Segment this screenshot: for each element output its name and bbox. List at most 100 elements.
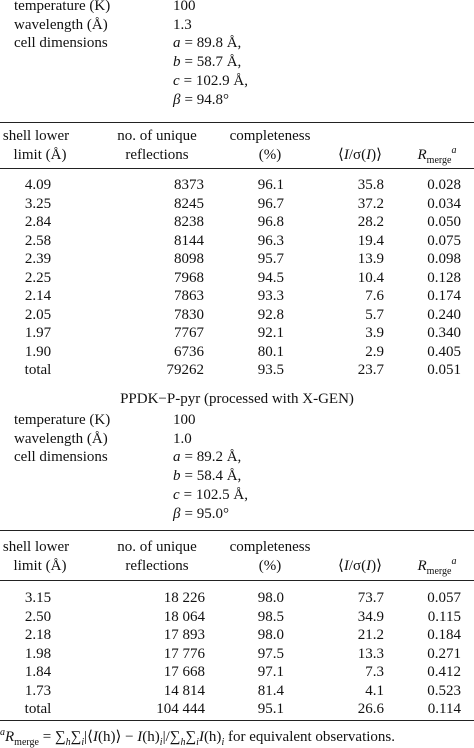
- cell: 98.5: [257, 608, 284, 625]
- cell: 7863: [174, 288, 204, 304]
- cell: 79262: [166, 362, 205, 378]
- footnote-part: ∑: [70, 729, 82, 745]
- cell: 93.5: [257, 362, 284, 378]
- cell: 18 226: [163, 590, 205, 606]
- cell: 0.115: [427, 608, 461, 625]
- cell: 0.174: [427, 288, 461, 304]
- footnote-part: I: [198, 729, 204, 745]
- header-part: a: [451, 556, 457, 567]
- field-value: 1.3: [173, 16, 192, 33]
- header-part: )⟩: [371, 558, 382, 574]
- header: ⟨I/σ(I)⟩: [338, 557, 382, 575]
- header-part: ⟨: [338, 558, 344, 574]
- header-part: I: [343, 558, 349, 574]
- footnote-part: R: [5, 729, 15, 745]
- cell: 13.9: [357, 251, 384, 267]
- cell-dimension: a = 89.8 Å,: [173, 34, 241, 52]
- cell: 8238: [174, 214, 204, 230]
- cell: 7830: [174, 306, 204, 323]
- cell: 3.9: [365, 325, 384, 341]
- cell: 95.7: [257, 251, 284, 267]
- header-part: I: [343, 147, 349, 163]
- cell: 28.2: [357, 214, 384, 230]
- cell-dimension: β = 94.8°: [173, 91, 229, 109]
- header-part: )⟩: [371, 147, 382, 163]
- cell: 17 776: [163, 645, 205, 662]
- cell: 13.3: [357, 645, 384, 662]
- cell: total: [24, 701, 52, 717]
- cell: 1.98: [24, 645, 52, 662]
- value: = 58.4 Å,: [184, 468, 242, 485]
- header-part: R: [417, 147, 427, 163]
- cell: 5.7: [365, 306, 384, 323]
- field-label: temperature (K): [14, 412, 111, 428]
- cell: 23.7: [357, 362, 384, 378]
- value: = 95.0°: [184, 505, 229, 522]
- cell: 98.0: [257, 590, 284, 606]
- footnote-part: a: [0, 727, 5, 738]
- rule: [0, 122, 474, 123]
- cell: 2.58: [24, 232, 52, 249]
- symbol: b: [173, 54, 181, 71]
- cell: 17 893: [163, 627, 205, 643]
- header: (%): [258, 147, 282, 163]
- symbol: c: [173, 486, 180, 503]
- rule: [0, 720, 474, 721]
- cell: 2.25: [24, 269, 52, 286]
- value: = 89.2 Å,: [184, 449, 242, 466]
- cell: 0.240: [427, 306, 461, 323]
- cell: 97.5: [257, 645, 284, 662]
- cell: 7968: [174, 269, 204, 286]
- footnote: aRmerge = ∑h∑i|⟨I(h)⟩ − I(h)i|/∑h∑iI(h)i…: [0, 727, 396, 748]
- footnote-part: I: [137, 729, 143, 745]
- cell: 2.14: [24, 288, 52, 304]
- header: (%): [258, 558, 282, 574]
- footnote-part: for equivalent observations.: [224, 729, 396, 745]
- header: completeness: [229, 128, 311, 144]
- cell: 2.84: [24, 214, 52, 230]
- footnote-part: |/∑: [162, 729, 181, 745]
- header: limit (Å): [13, 558, 67, 574]
- cell: 1.97: [24, 325, 52, 341]
- cell: 2.39: [24, 251, 52, 267]
- footnote-part: i: [196, 737, 199, 748]
- value: = 89.8 Å,: [184, 35, 242, 52]
- header: shell lower: [2, 128, 70, 144]
- cell: 14 814: [163, 682, 205, 699]
- symbol: a: [173, 449, 181, 466]
- value: = 102.5 Å,: [183, 486, 248, 503]
- header-part: ⟨: [338, 147, 344, 163]
- cell: 0.028: [427, 177, 461, 193]
- cell: 0.057: [427, 590, 461, 606]
- footnote-part: h: [180, 737, 186, 748]
- footnote-part: |⟨: [84, 729, 93, 745]
- cell: 2.9: [365, 343, 384, 360]
- footnote-part: i: [221, 737, 225, 748]
- symbol: a: [173, 35, 181, 52]
- footnote-part: i: [159, 737, 163, 748]
- cell: 2.05: [24, 306, 52, 323]
- cell: 0.271: [427, 645, 461, 662]
- cell: 0.034: [427, 195, 461, 212]
- footnote-part: (h): [142, 729, 160, 745]
- cell: 96.7: [257, 195, 284, 212]
- cell: 98.0: [257, 627, 284, 643]
- header: shell lower: [2, 539, 70, 555]
- cell: 0.128: [427, 269, 461, 286]
- symbol: β: [173, 505, 181, 522]
- cell: 0.114: [427, 701, 461, 717]
- value: = 94.8°: [184, 91, 229, 108]
- footnote-part: merge: [14, 737, 39, 748]
- cell: 4.09: [24, 177, 52, 193]
- header: Rmergea: [418, 556, 457, 577]
- header: no. of unique: [117, 128, 197, 144]
- footnote-part: i: [81, 737, 85, 748]
- cell: 104 444: [156, 701, 205, 717]
- footnote-part: I: [92, 729, 98, 745]
- cell: 7.6: [365, 288, 384, 304]
- cell: 1.84: [24, 664, 52, 680]
- footnote-part: (h)⟩ −: [97, 729, 138, 745]
- cell: 10.4: [357, 269, 384, 286]
- cell: 80.1: [257, 343, 284, 360]
